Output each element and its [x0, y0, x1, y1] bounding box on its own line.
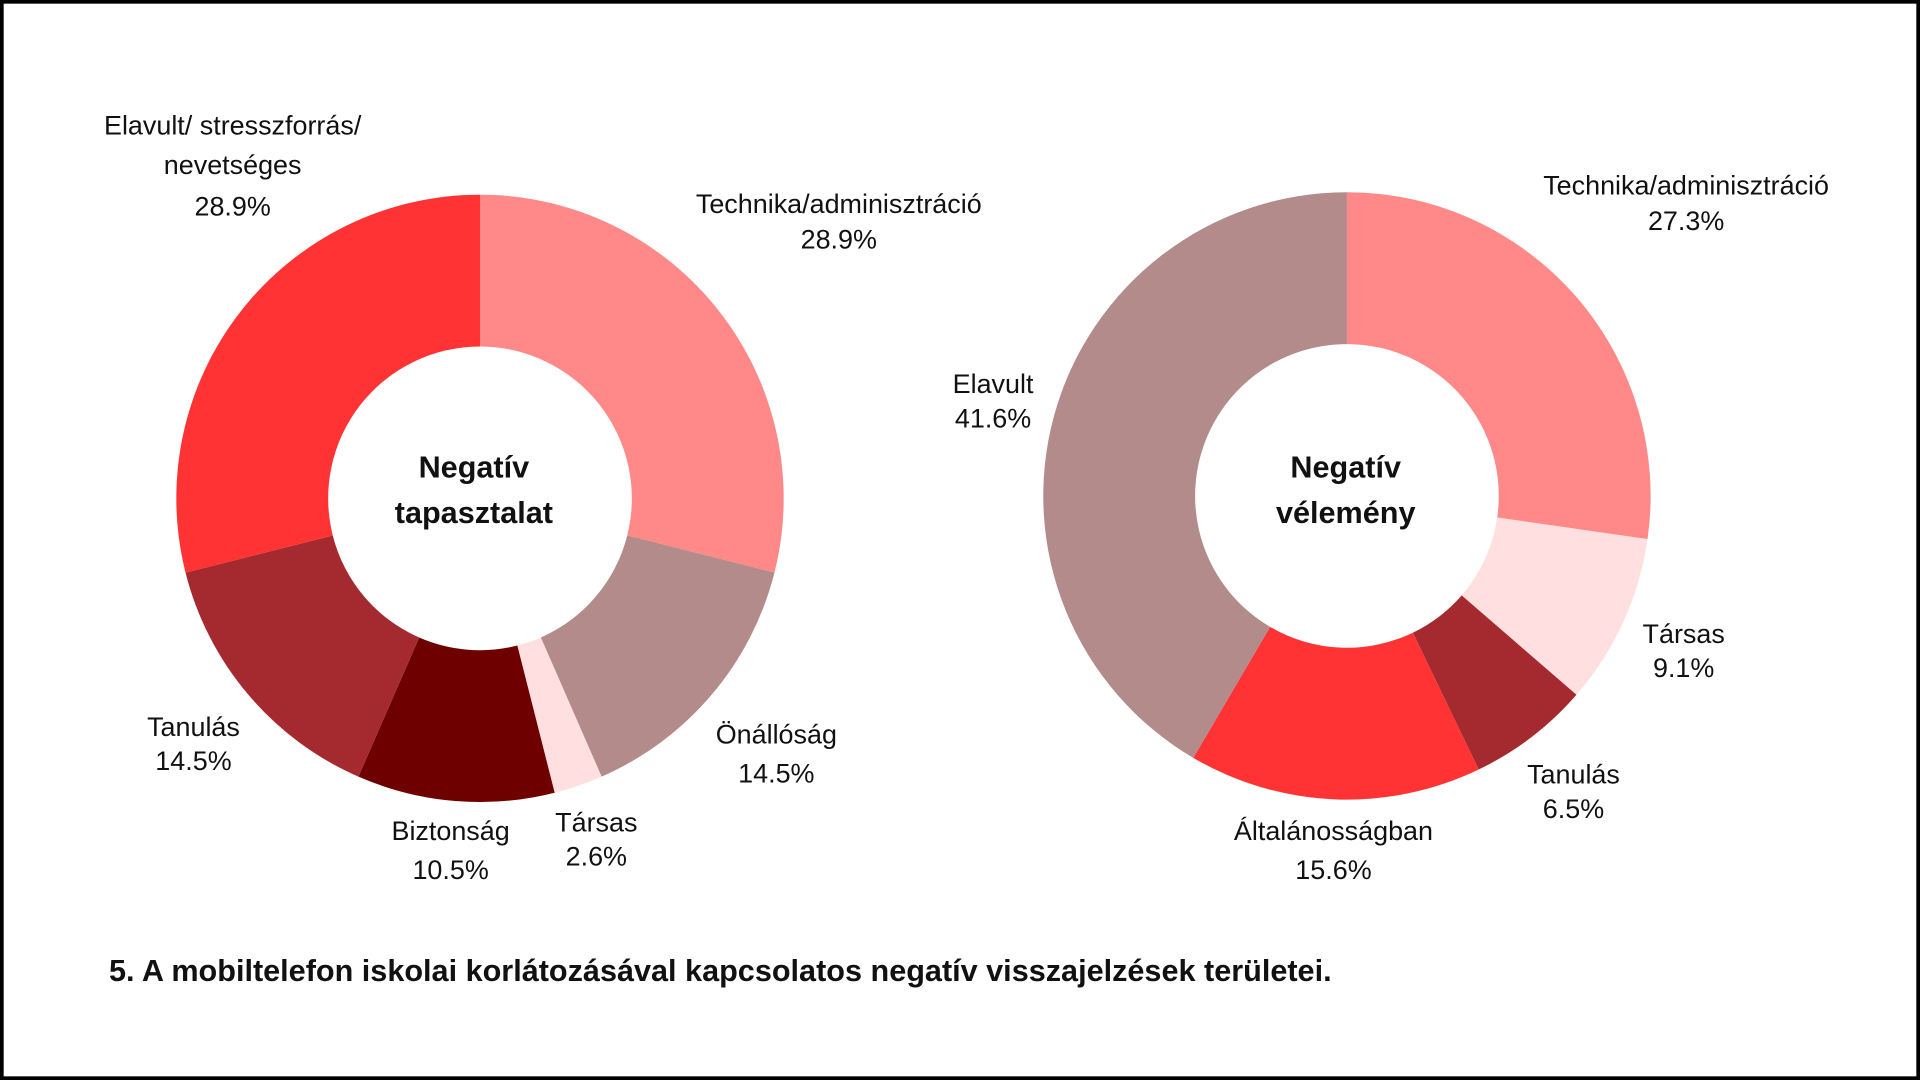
donut-slice-biztonság	[358, 637, 555, 803]
slice-value: 41.6%	[955, 403, 1031, 433]
donut-slice-technika-adminisztráció	[480, 194, 784, 573]
donut-slice-általánosságban	[1193, 626, 1479, 800]
donut-slice-önállóság	[540, 535, 775, 777]
slice-value: 28.9%	[194, 192, 270, 222]
donut-slice-elavult-stresszforrás-nevetséges	[176, 194, 480, 573]
slice-value: 27.3%	[1648, 206, 1724, 236]
slice-value: 14.5%	[155, 746, 231, 776]
slice-label: Társas	[1643, 619, 1725, 649]
slice-label: Tanulás	[147, 712, 240, 742]
donut-chart-negativ-velemeny	[1043, 192, 1651, 800]
slice-value: 15.6%	[1295, 855, 1371, 885]
donut-slice-tanulás	[185, 535, 420, 777]
slice-value: 14.5%	[738, 758, 814, 788]
slice-label: nevetséges	[164, 150, 302, 180]
slice-value: 28.9%	[801, 225, 877, 255]
slice-value: 2.6%	[566, 842, 627, 872]
figure-caption: 5. A mobiltelefon iskolai korlátozásával…	[109, 954, 1332, 988]
donut-slice-elavult	[1043, 192, 1347, 758]
center-label-line: Negatív	[419, 451, 530, 485]
slice-value: 6.5%	[1543, 794, 1604, 824]
slice-label: Társas	[555, 807, 637, 837]
center-label-line: vélemény	[1276, 496, 1416, 530]
donut-chart-negativ-tapasztalat	[176, 194, 784, 803]
slice-label: Technika/adminisztráció	[696, 189, 982, 219]
slice-label: Elavult	[953, 369, 1034, 399]
slice-label: Technika/adminisztráció	[1543, 171, 1829, 201]
slice-label: Általánosságban	[1234, 816, 1433, 846]
slice-value: 10.5%	[412, 855, 488, 885]
donut-slice-társas	[1461, 517, 1648, 695]
center-label-line: Negatív	[1290, 451, 1401, 485]
slice-label: Elavult/ stresszforrás/	[104, 111, 362, 141]
slice-value: 9.1%	[1653, 653, 1714, 683]
donut-slice-társas	[517, 637, 602, 793]
slice-label: Önállóság	[716, 719, 837, 749]
donut-slice-tanulás	[1412, 595, 1577, 770]
slice-label: Tanulás	[1527, 760, 1620, 790]
donut-slice-technika-adminisztráció	[1346, 192, 1651, 540]
slice-label: Biztonság	[391, 816, 509, 846]
center-label-line: tapasztalat	[395, 496, 553, 530]
